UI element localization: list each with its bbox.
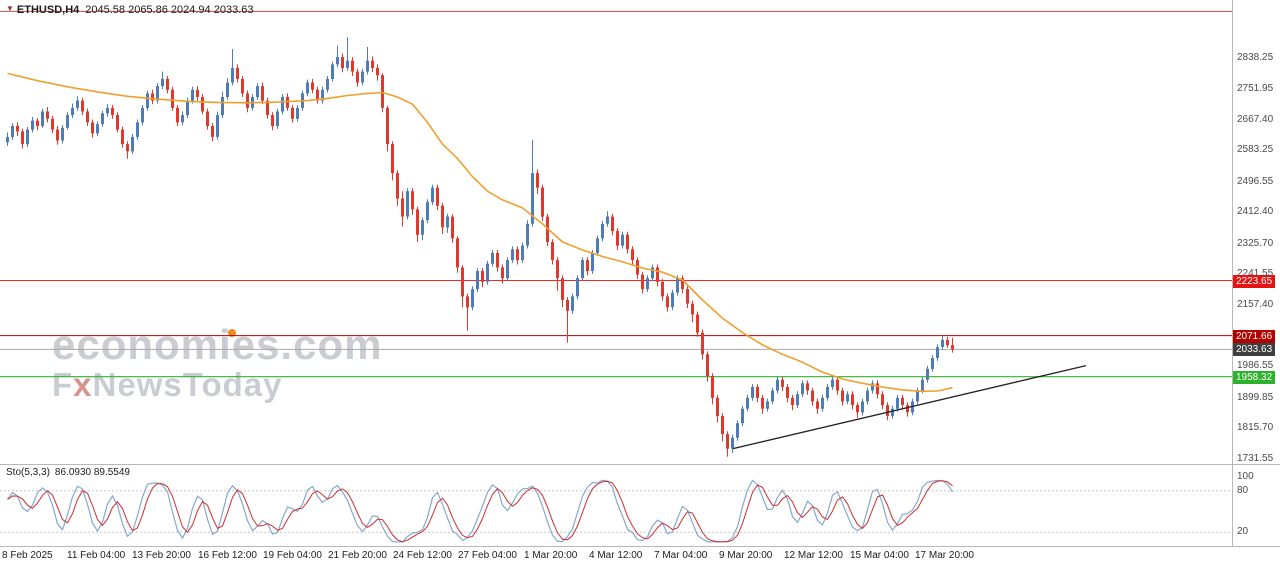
price-tick: 2496.55 — [1237, 176, 1274, 187]
ohlc-values: 2045.58 2065.86 2024.94 2033.63 — [85, 4, 254, 16]
price-line-label: 2033.63 — [1233, 343, 1276, 356]
watermark-brand: economies.com — [52, 324, 382, 366]
indicator-name: Sto(5,3,3) — [6, 467, 50, 478]
price-line-label: 1958.32 — [1233, 371, 1276, 384]
price-tick: 2241.55 — [1237, 268, 1274, 279]
watermark-sub-x: x — [73, 366, 93, 403]
watermark-orange-dot-icon — [228, 329, 236, 337]
price-tick: 2667.40 — [1237, 114, 1274, 125]
price-tick: 2325.70 — [1237, 238, 1274, 249]
watermark-subbrand: FxNewsToday — [52, 366, 382, 404]
price-tick: 2751.95 — [1237, 83, 1274, 94]
price-line-label: 2071.66 — [1233, 330, 1276, 343]
price-line-label: 2223.65 — [1233, 275, 1276, 288]
symbol-timeframe: ETHUSD,H4 — [16, 4, 80, 16]
price-axis[interactable]: 2838.25 2751.95 2667.40 2583.25 2496.55 2412.… — [1233, 0, 1280, 567]
price-tick: 1986.55 — [1237, 360, 1274, 371]
price-tick: 1899.85 — [1237, 392, 1274, 403]
price-tick: 2157.40 — [1237, 299, 1274, 310]
price-tick: 1815.70 — [1237, 422, 1274, 433]
price-tick: 1731.55 — [1237, 453, 1274, 464]
watermark-sub-rest: NewsToday — [92, 366, 283, 403]
indicator-label: Sto(5,3,3) 86.0930 89.5549 — [6, 467, 130, 478]
indicator-values: 86.0930 89.5549 — [54, 467, 130, 478]
price-tick: 2412.40 — [1237, 206, 1274, 217]
chart-title: ▼ ETHUSD,H4 2045.58 2065.86 2024.94 2033.6… — [6, 4, 253, 16]
watermark: economies.com FxNewsToday — [52, 324, 382, 404]
watermark-sub-f: F — [52, 366, 74, 403]
symbol-marker-icon: ▼ — [6, 4, 14, 13]
price-tick: 2838.25 — [1237, 52, 1274, 63]
price-tick: 2583.25 — [1237, 144, 1274, 155]
watermark-brand-text: economies.com — [52, 321, 383, 368]
